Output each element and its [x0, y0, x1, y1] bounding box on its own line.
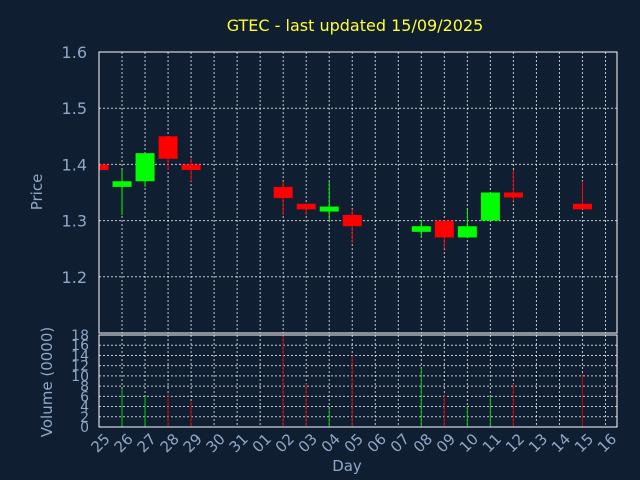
price-tick-label: 1.4: [62, 155, 87, 174]
price-tick-label: 1.6: [62, 43, 87, 62]
chart-title: GTEC - last updated 15/09/2025: [227, 16, 484, 35]
candle: [457, 209, 477, 238]
candle: [411, 220, 431, 238]
candle: [342, 209, 362, 244]
candle: [319, 181, 339, 221]
candle-body: [480, 192, 500, 221]
candle-body: [411, 226, 431, 232]
volume-axis-label: Volume (0000): [38, 327, 56, 437]
candle-body: [503, 192, 523, 198]
candle: [572, 181, 592, 210]
candle-body: [135, 153, 155, 182]
price-axis-label: Price: [28, 174, 46, 211]
candle-body: [273, 186, 293, 199]
candle: [480, 192, 500, 221]
candle-body: [99, 164, 109, 171]
price-tick-label: 1.2: [62, 268, 87, 287]
candle-body: [158, 136, 178, 159]
price-tick-label: 1.5: [62, 99, 87, 118]
candle: [112, 170, 132, 215]
volume-tick-label: 10: [71, 369, 89, 385]
x-axis: 2526272829303101020304050607080910111213…: [88, 430, 621, 456]
candle: [273, 181, 293, 215]
candle-body: [296, 203, 316, 210]
candle: [98, 164, 109, 171]
volume-tick-label: 4: [80, 400, 89, 416]
price-panel: 1.2 1.3 1.4 1.5 1.6: [62, 43, 618, 334]
volume-tick-label: 0: [80, 420, 89, 436]
candle: [503, 170, 523, 201]
volume-tick-label: 14: [71, 348, 89, 364]
candle-body: [181, 164, 201, 171]
candle: [434, 220, 454, 249]
price-tick-label: 1.3: [62, 212, 87, 231]
candle: [135, 153, 155, 187]
volume-frame: [98, 334, 618, 428]
volume-tick-label: 12: [71, 359, 89, 375]
candle-body: [572, 203, 592, 210]
candle-body: [112, 181, 132, 187]
candle-body: [342, 214, 362, 227]
candle-body: [319, 206, 339, 212]
price-frame: [98, 51, 618, 334]
candle-body: [457, 226, 477, 238]
volume-tick-label: 8: [80, 379, 89, 395]
volume-tick-label: 16: [71, 338, 89, 354]
x-tick-label: 16: [594, 430, 620, 456]
candle: [296, 203, 316, 215]
volume-tick-label: 6: [80, 389, 89, 405]
candle-body: [434, 220, 454, 238]
candle: [181, 158, 201, 182]
x-axis-label: Day: [332, 457, 362, 475]
volume-tick-label: 2: [80, 410, 89, 426]
candle: [158, 136, 178, 171]
volume-tick-label: 18: [71, 328, 89, 344]
